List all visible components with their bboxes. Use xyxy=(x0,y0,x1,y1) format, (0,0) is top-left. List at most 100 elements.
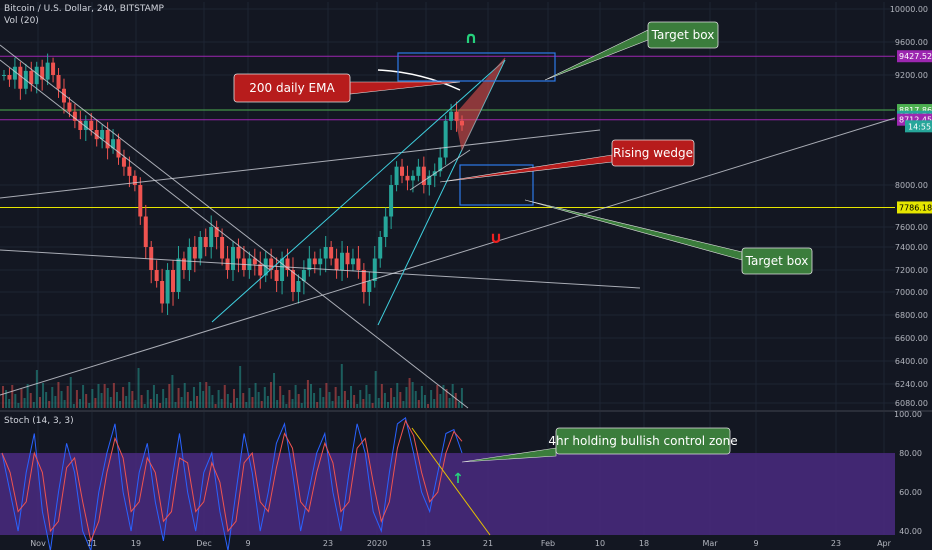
candle-body xyxy=(318,258,323,265)
candle-body xyxy=(40,66,45,80)
volume-bar xyxy=(411,382,414,408)
volume-bar xyxy=(149,399,152,408)
candle-body xyxy=(252,258,257,265)
candle-body xyxy=(372,258,377,281)
candle-body xyxy=(345,252,350,265)
candle-body xyxy=(361,270,366,292)
volume-bar xyxy=(408,378,411,408)
trend-line xyxy=(409,149,471,191)
candle-body xyxy=(67,102,72,112)
candle-body xyxy=(334,258,339,270)
volume-bar xyxy=(328,392,331,408)
target-box-lower xyxy=(459,164,534,206)
candle-body xyxy=(367,281,372,292)
time-axis: Nov 11 19 Dec 9 23 2020 13 21 Feb 10 18 Mar 9 23 Apr xyxy=(30,539,891,548)
time-tick-label: 23 xyxy=(323,539,333,548)
wedge-line xyxy=(211,59,506,323)
horizontal-levels xyxy=(0,55,895,208)
callout-box xyxy=(741,247,813,275)
volume-bar xyxy=(88,403,91,408)
time-tick-label: Mar xyxy=(702,539,718,548)
candle-body xyxy=(181,258,186,270)
price-tag-text: 8817.86 xyxy=(899,106,932,115)
volume-bar xyxy=(180,397,183,408)
volume-bar xyxy=(205,382,208,408)
time-tag xyxy=(905,120,932,133)
stoch-tick-label: 60.00 xyxy=(899,488,922,497)
volume-bar xyxy=(310,384,312,408)
candle-body xyxy=(127,166,132,176)
trend-line xyxy=(0,249,641,289)
volume-bar xyxy=(242,393,245,408)
candle-body xyxy=(443,120,448,158)
trend-line xyxy=(0,59,271,271)
candle-body xyxy=(34,66,39,85)
time-tick-label: Nov xyxy=(30,539,46,548)
volume-bar xyxy=(291,399,294,408)
volume-bar xyxy=(17,403,20,408)
candle-body xyxy=(405,175,410,181)
volume-bar xyxy=(112,383,115,408)
volume-bar xyxy=(32,402,35,408)
trend-line xyxy=(0,129,601,199)
price-tick-label: 10000.00 xyxy=(890,5,928,14)
chart-title: Bitcoin / U.S. Dollar, 240, BITSTAMP xyxy=(4,4,164,14)
volume-bar xyxy=(20,389,23,408)
volume-bar xyxy=(199,382,202,408)
candle-body xyxy=(209,227,214,247)
candle-body xyxy=(160,281,165,304)
volume-bar xyxy=(245,402,248,408)
volume-bar xyxy=(439,394,442,408)
stoch-tick-label: 100.00 xyxy=(894,410,922,419)
volume-bar xyxy=(233,389,235,408)
volume-bar xyxy=(276,400,279,408)
candle-body xyxy=(203,237,208,247)
volume-bar xyxy=(300,403,303,408)
callout-text: Target box xyxy=(651,28,715,42)
price-tick-label: 6600.00 xyxy=(895,334,928,343)
candle-body xyxy=(154,270,159,281)
candle-body xyxy=(410,175,415,181)
stoch-tick-label: 40.00 xyxy=(899,527,922,536)
candle-body xyxy=(116,139,121,158)
volume-bar xyxy=(313,393,316,408)
stoch-tick-label: 80.00 xyxy=(899,449,922,458)
volume-bar xyxy=(119,401,122,408)
volume-bar xyxy=(269,382,272,408)
callout-1: Target box xyxy=(544,21,719,81)
volume-bar xyxy=(156,394,158,408)
volume-bar xyxy=(26,384,29,408)
volume-bar xyxy=(239,366,242,408)
candle-body xyxy=(236,247,241,259)
stoch-trendline xyxy=(411,427,491,536)
volume-bar xyxy=(377,398,380,408)
candle-body xyxy=(323,247,328,259)
volume-bar xyxy=(137,368,140,408)
volume-bar xyxy=(442,385,445,408)
volume-bar xyxy=(353,395,356,408)
price-tick-label: 7600.00 xyxy=(895,223,928,232)
candle-body xyxy=(214,227,219,237)
callout-stoch: 4hr holding bullish control zone xyxy=(461,427,738,463)
volume-bar xyxy=(334,387,337,408)
candle-body xyxy=(165,270,170,304)
volume-bar xyxy=(266,396,269,408)
price-tick-label: 7400.00 xyxy=(895,243,928,252)
magnet-icon-down: ∪ xyxy=(490,228,503,247)
time-tick-label: 9 xyxy=(245,539,250,548)
volume-bar xyxy=(337,396,340,408)
volume-bar xyxy=(57,382,60,408)
volume-bar xyxy=(174,402,177,408)
volume-bar xyxy=(229,403,232,408)
volume-bar xyxy=(38,397,41,408)
time-tick-label: 23 xyxy=(831,539,841,548)
volume-bar xyxy=(177,388,180,408)
callouts: 200 daily EMA Target box Rising wedge Targe… xyxy=(233,21,813,275)
volume-bar xyxy=(29,393,32,408)
volume-bar xyxy=(75,390,78,408)
volume-bar xyxy=(5,390,8,408)
time-tick-label: Apr xyxy=(877,539,892,548)
volume-bar xyxy=(263,387,266,408)
callout-text: Rising wedge xyxy=(613,146,693,160)
